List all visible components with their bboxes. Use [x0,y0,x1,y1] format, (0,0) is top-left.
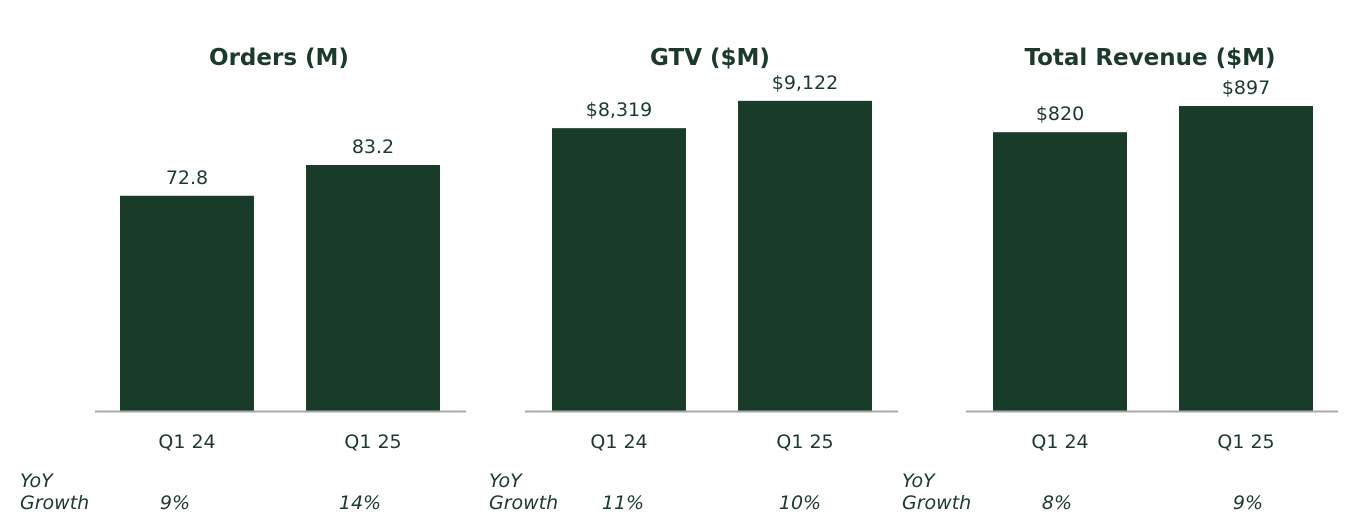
revenue-chart-title: Total Revenue ($M) [1024,45,1275,71]
revenue-tick-label-0: Q1 24 [1031,431,1088,453]
gtv-bar-1 [738,100,872,412]
orders-chart-title: Orders (M) [209,45,349,71]
revenue-tick-label-1: Q1 25 [1217,431,1274,453]
orders-value-label-1: 83.2 [352,136,394,158]
orders-yoy-growth-1: 14% [339,492,381,514]
orders-tick-label-0: Q1 24 [158,431,215,453]
gtv-value-label-0: $8,319 [586,99,652,121]
revenue-yoy-growth-0: 8% [1042,492,1072,514]
orders-yoy-growth-label: YoY Growth [20,470,89,514]
gtv-chart-title: GTV ($M) [650,45,770,71]
gtv-yoy-growth-0: 11% [602,492,644,514]
orders-bar-0 [120,195,254,411]
gtv-tick-label-1: Q1 25 [776,431,833,453]
revenue-bar-0 [993,132,1127,411]
revenue-bar-1 [1179,106,1313,412]
gtv-tick-label-0: Q1 24 [590,431,647,453]
gtv-yoy-growth-1: 10% [779,492,821,514]
orders-value-label-0: 72.8 [166,167,208,189]
orders-yoy-growth-0: 9% [160,492,190,514]
orders-bar-1 [306,165,440,411]
revenue-value-label-0: $820 [1036,103,1084,125]
gtv-yoy-growth-label: YoY Growth [489,470,558,514]
orders-tick-label-1: Q1 25 [344,431,401,453]
revenue-yoy-growth-1: 9% [1233,492,1263,514]
revenue-value-label-1: $897 [1222,77,1270,99]
gtv-value-label-1: $9,122 [772,72,838,94]
gtv-bar-0 [552,128,686,412]
revenue-yoy-growth-label: YoY Growth [902,470,971,514]
